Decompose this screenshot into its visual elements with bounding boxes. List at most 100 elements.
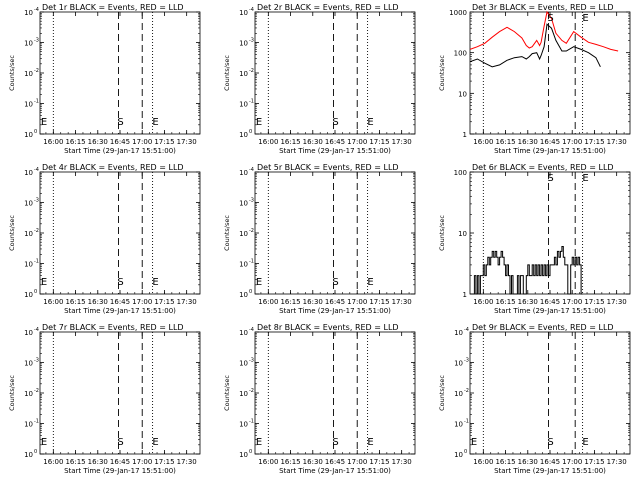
end-marker-label: E: [41, 117, 47, 128]
series-line-events: [469, 23, 601, 68]
x-tick-label: 17:15: [369, 298, 389, 306]
y-tick-label: 10: [24, 390, 33, 398]
x-axis-label: Start Time (29-Jan-17 15:51:00): [494, 307, 606, 315]
end-marker-label: E: [582, 437, 588, 448]
y-tick-label: 10: [239, 40, 248, 48]
y-tick-exponent: -3: [34, 38, 39, 44]
x-tick-label: 16:45: [540, 458, 560, 466]
end-marker-label: E: [256, 117, 262, 128]
x-tick-label: 17:00: [132, 298, 152, 306]
y-tick-exponent: -1: [464, 419, 469, 425]
y-tick-exponent: -4: [34, 167, 39, 173]
x-tick-label: 16:45: [325, 298, 345, 306]
x-tick-label: 17:00: [132, 138, 152, 146]
y-tick-label: 10: [239, 9, 248, 17]
y-axis-label: Counts/sec: [8, 375, 16, 411]
x-tick-label: 16:45: [540, 298, 560, 306]
x-tick-label: 16:15: [65, 138, 85, 146]
y-tick-exponent: -3: [34, 358, 39, 364]
x-tick-label: 16:15: [280, 458, 300, 466]
plot-frame: [469, 11, 631, 135]
end-marker-label: E: [152, 277, 158, 288]
panel-title: Det 2r BLACK = Events, RED = LLD: [257, 3, 399, 12]
y-tick-label: 10: [454, 421, 463, 429]
y-axis-label: Counts/sec: [223, 375, 231, 411]
y-tick-label: 10: [239, 261, 248, 269]
panel-title: Det 1r BLACK = Events, RED = LLD: [42, 3, 184, 12]
y-tick-label: 10: [454, 390, 463, 398]
y-tick-label: 10: [239, 291, 248, 299]
x-tick-label: 17:15: [154, 298, 174, 306]
x-tick-label: 17:15: [584, 458, 604, 466]
y-tick-exponent: -3: [464, 358, 469, 364]
x-tick-label: 16:45: [110, 298, 130, 306]
y-axis-label: Counts/sec: [438, 55, 446, 91]
y-tick-exponent: -2: [34, 388, 39, 394]
y-tick-label: 10: [239, 421, 248, 429]
y-tick-exponent: 0: [34, 449, 37, 455]
x-axis-label: Start Time (29-Jan-17 15:51:00): [279, 307, 391, 315]
x-tick-label: 16:30: [88, 138, 108, 146]
y-tick-label: 10: [239, 131, 248, 139]
x-tick-label: 16:00: [473, 298, 493, 306]
end-marker-label: E: [367, 117, 373, 128]
x-tick-label: 16:15: [280, 298, 300, 306]
x-tick-label: 17:30: [607, 138, 627, 146]
x-tick-label: 16:45: [110, 138, 130, 146]
x-tick-label: 17:00: [562, 298, 582, 306]
y-tick-exponent: -4: [249, 7, 254, 13]
end-marker-label: E: [152, 437, 158, 448]
y-tick-label: 10: [239, 200, 248, 208]
x-tick-label: 16:30: [518, 138, 538, 146]
x-tick-label: 16:00: [43, 138, 63, 146]
end-marker-label: E: [256, 277, 262, 288]
end-marker-label: E: [582, 173, 588, 184]
plot-frame: [469, 331, 631, 455]
y-axis-label: Counts/sec: [223, 215, 231, 251]
y-tick-label: 100: [454, 50, 467, 58]
y-tick-label: 10: [239, 169, 248, 177]
start-marker-label: S: [547, 173, 553, 184]
y-tick-exponent: -2: [34, 228, 39, 234]
x-tick-label: 17:30: [607, 298, 627, 306]
series-line-lld: [469, 10, 619, 52]
x-tick-label: 16:15: [495, 458, 515, 466]
end-marker-label: E: [471, 437, 477, 448]
end-marker-label: E: [367, 437, 373, 448]
x-tick-label: 17:00: [347, 458, 367, 466]
x-tick-label: 17:15: [369, 138, 389, 146]
y-tick-label: 10: [24, 230, 33, 238]
x-tick-label: 17:30: [177, 458, 197, 466]
x-tick-label: 17:30: [607, 458, 627, 466]
x-tick-label: 17:30: [392, 298, 412, 306]
x-tick-label: 16:30: [303, 138, 323, 146]
y-tick-exponent: -2: [249, 228, 254, 234]
y-tick-label: 10: [24, 261, 33, 269]
panel-title: Det 7r BLACK = Events, RED = LLD: [42, 323, 184, 332]
y-tick-exponent: -4: [249, 327, 254, 333]
y-tick-label: 10: [24, 131, 33, 139]
x-tick-label: 16:45: [325, 138, 345, 146]
plot-frame: [39, 171, 201, 295]
y-tick-label: 10: [24, 70, 33, 78]
y-tick-exponent: 0: [464, 449, 467, 455]
end-marker-label: E: [256, 437, 262, 448]
y-tick-label: 10: [24, 291, 33, 299]
x-tick-label: 16:00: [43, 458, 63, 466]
x-tick-label: 16:15: [495, 138, 515, 146]
x-tick-label: 16:30: [88, 298, 108, 306]
y-tick-label: 1: [463, 291, 467, 299]
y-tick-label: 10: [239, 360, 248, 368]
panel-det-6: Det 6r BLACK = Events, RED = LLD 1 10 100 16…: [438, 163, 631, 315]
end-marker-label: E: [152, 117, 158, 128]
plot-frame: [254, 11, 416, 135]
x-axis-label: Start Time (29-Jan-17 15:51:00): [64, 147, 176, 155]
x-tick-label: 16:15: [65, 298, 85, 306]
y-tick-label: 10: [239, 230, 248, 238]
x-tick-label: 17:00: [132, 458, 152, 466]
y-tick-label: 1: [463, 131, 467, 139]
